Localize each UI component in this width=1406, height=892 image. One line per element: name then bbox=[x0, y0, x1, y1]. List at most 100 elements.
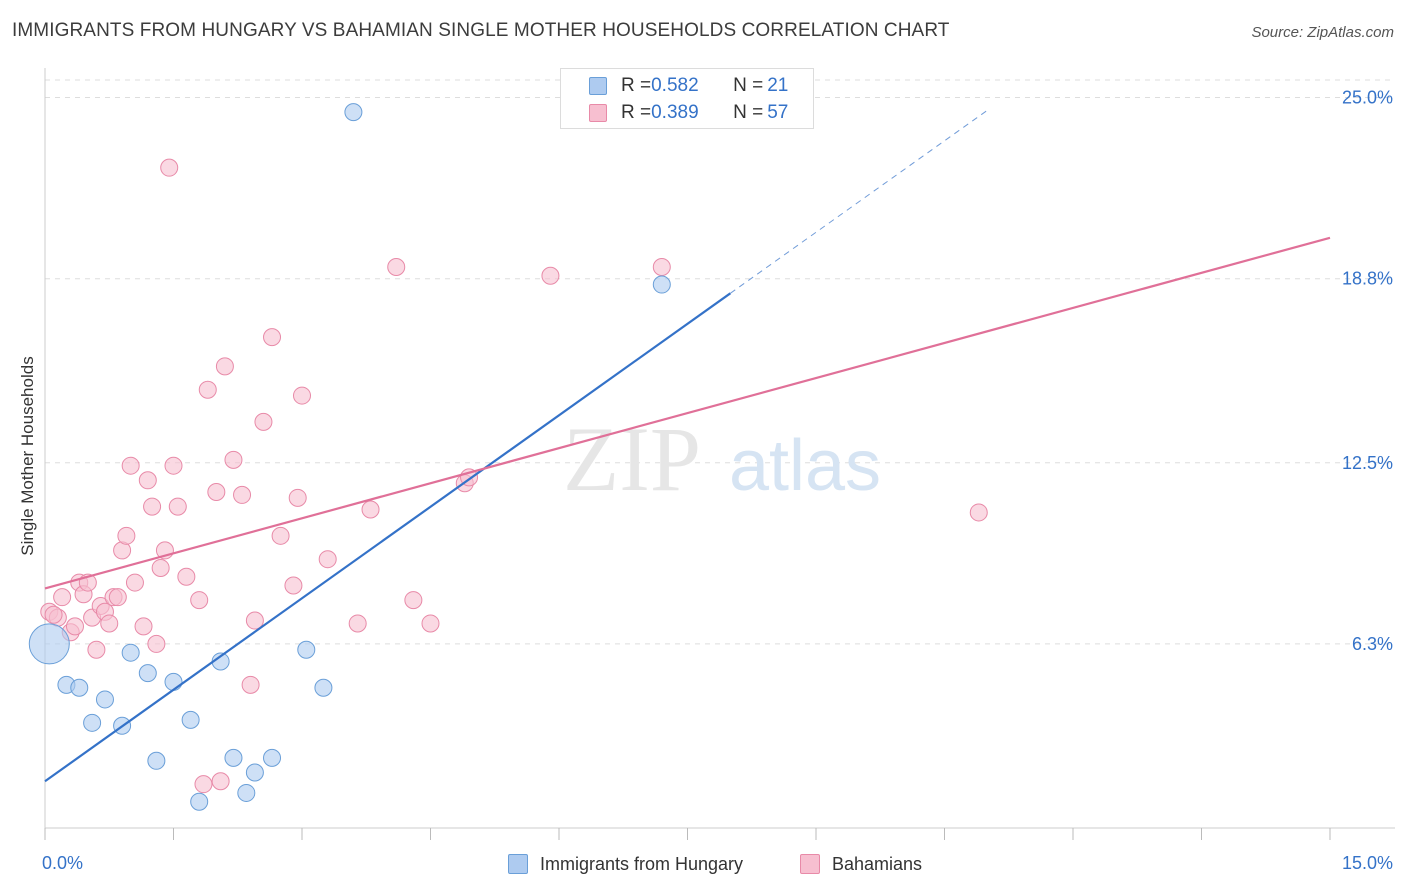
bottom-legend-bahamians: Bahamians bbox=[800, 852, 922, 876]
data-point bbox=[224, 748, 243, 767]
legend-row-hungary: R = 0.582 N = 21 bbox=[589, 74, 788, 98]
data-point bbox=[160, 158, 179, 177]
trend-line-extension bbox=[730, 109, 988, 294]
data-point bbox=[138, 471, 157, 490]
data-point bbox=[143, 497, 162, 516]
data-point bbox=[318, 550, 337, 569]
data-point bbox=[241, 675, 260, 694]
data-point bbox=[245, 763, 264, 782]
y-axis-label: Single Mother Households bbox=[18, 356, 37, 556]
data-point bbox=[151, 558, 170, 577]
data-point bbox=[344, 103, 363, 122]
legend-r-value: 0.389 bbox=[651, 102, 699, 123]
data-point bbox=[83, 713, 102, 732]
data-point bbox=[211, 772, 230, 791]
bottom-legend-swatch-hungary bbox=[508, 854, 528, 874]
data-point bbox=[87, 640, 106, 659]
data-point bbox=[121, 643, 140, 662]
data-point bbox=[53, 588, 72, 607]
data-point bbox=[348, 614, 367, 633]
data-point bbox=[969, 503, 988, 522]
data-point bbox=[198, 380, 217, 399]
legend-r-label: R = bbox=[621, 102, 652, 123]
bottom-legend-label-bahamians: Bahamians bbox=[832, 853, 923, 874]
data-point bbox=[288, 488, 307, 507]
data-point bbox=[224, 450, 243, 469]
data-point bbox=[263, 328, 282, 347]
axes bbox=[44, 68, 1395, 840]
data-point bbox=[177, 567, 196, 586]
legend-n-label: N = bbox=[733, 102, 764, 123]
watermark-atlas: atlas bbox=[729, 426, 881, 506]
y-tick-label: 25.0% bbox=[1342, 88, 1393, 108]
data-point bbox=[147, 751, 166, 770]
legend-row-bahamians: R = 0.389 N = 57 bbox=[589, 101, 788, 125]
data-point bbox=[108, 588, 127, 607]
data-point bbox=[147, 634, 166, 653]
data-point bbox=[263, 748, 282, 767]
source-label: Source: ZipAtlas.com bbox=[1251, 24, 1394, 41]
data-point bbox=[70, 678, 89, 697]
data-point bbox=[181, 710, 200, 729]
data-point bbox=[652, 275, 671, 294]
trend-lines bbox=[44, 109, 1331, 783]
legend-r-label: R = bbox=[621, 75, 652, 96]
data-point bbox=[387, 258, 406, 276]
bottom-legend-hungary: Immigrants from Hungary bbox=[508, 852, 743, 876]
trend-line bbox=[44, 236, 1331, 590]
data-point bbox=[100, 614, 119, 633]
data-point bbox=[245, 611, 264, 630]
data-point bbox=[28, 623, 70, 665]
data-point bbox=[237, 783, 256, 802]
bottom-legend-swatch-bahamians bbox=[800, 854, 820, 874]
legend-n-value: 21 bbox=[767, 75, 789, 96]
data-point bbox=[233, 485, 252, 504]
data-point bbox=[254, 412, 273, 431]
legend: R = 0.582 N = 21 R = 0.389 N = 57 bbox=[560, 68, 814, 129]
data-point bbox=[95, 690, 114, 709]
data-point bbox=[190, 792, 209, 811]
data-point bbox=[541, 266, 560, 285]
data-point bbox=[284, 576, 303, 595]
data-point bbox=[164, 456, 183, 475]
data-point bbox=[194, 775, 213, 794]
data-point bbox=[271, 526, 290, 545]
data-point bbox=[65, 617, 84, 636]
data-point bbox=[293, 386, 311, 405]
data-point bbox=[44, 605, 63, 624]
grid-lines bbox=[45, 79, 1395, 645]
data-point bbox=[125, 573, 144, 592]
watermark: ZIP atlas bbox=[563, 408, 881, 510]
legend-n-label: N = bbox=[733, 75, 764, 96]
data-point bbox=[168, 497, 187, 516]
watermark-zip: ZIP bbox=[563, 408, 701, 510]
legend-swatch-hungary bbox=[589, 77, 607, 95]
data-point bbox=[117, 526, 136, 545]
x-tick-label: 15.0% bbox=[1342, 853, 1393, 873]
data-point bbox=[404, 591, 423, 610]
y-tick-label: 18.8% bbox=[1342, 269, 1393, 289]
data-point bbox=[215, 357, 234, 376]
chart-title: IMMIGRANTS FROM HUNGARY VS BAHAMIAN SING… bbox=[12, 20, 950, 41]
data-point bbox=[297, 640, 316, 659]
data-point bbox=[361, 500, 380, 519]
data-point bbox=[421, 614, 440, 633]
legend-n-value: 57 bbox=[767, 102, 789, 123]
data-point bbox=[138, 664, 157, 683]
data-point bbox=[134, 617, 153, 636]
data-point bbox=[314, 678, 333, 697]
y-tick-label: 6.3% bbox=[1352, 634, 1393, 654]
y-tick-label: 12.5% bbox=[1342, 453, 1393, 473]
data-point bbox=[164, 672, 183, 691]
bottom-legend-label-hungary: Immigrants from Hungary bbox=[540, 853, 744, 874]
legend-swatch-bahamians bbox=[589, 104, 607, 122]
data-point bbox=[190, 591, 209, 610]
x-tick-label: 0.0% bbox=[42, 853, 83, 873]
data-point bbox=[652, 258, 671, 276]
tick-labels: 6.3% 12.5% 18.8% 25.0% 0.0% 15.0% bbox=[42, 88, 1393, 873]
trend-line bbox=[44, 292, 731, 783]
data-point bbox=[121, 456, 140, 475]
legend-r-value: 0.582 bbox=[651, 75, 699, 96]
data-point bbox=[207, 482, 226, 501]
